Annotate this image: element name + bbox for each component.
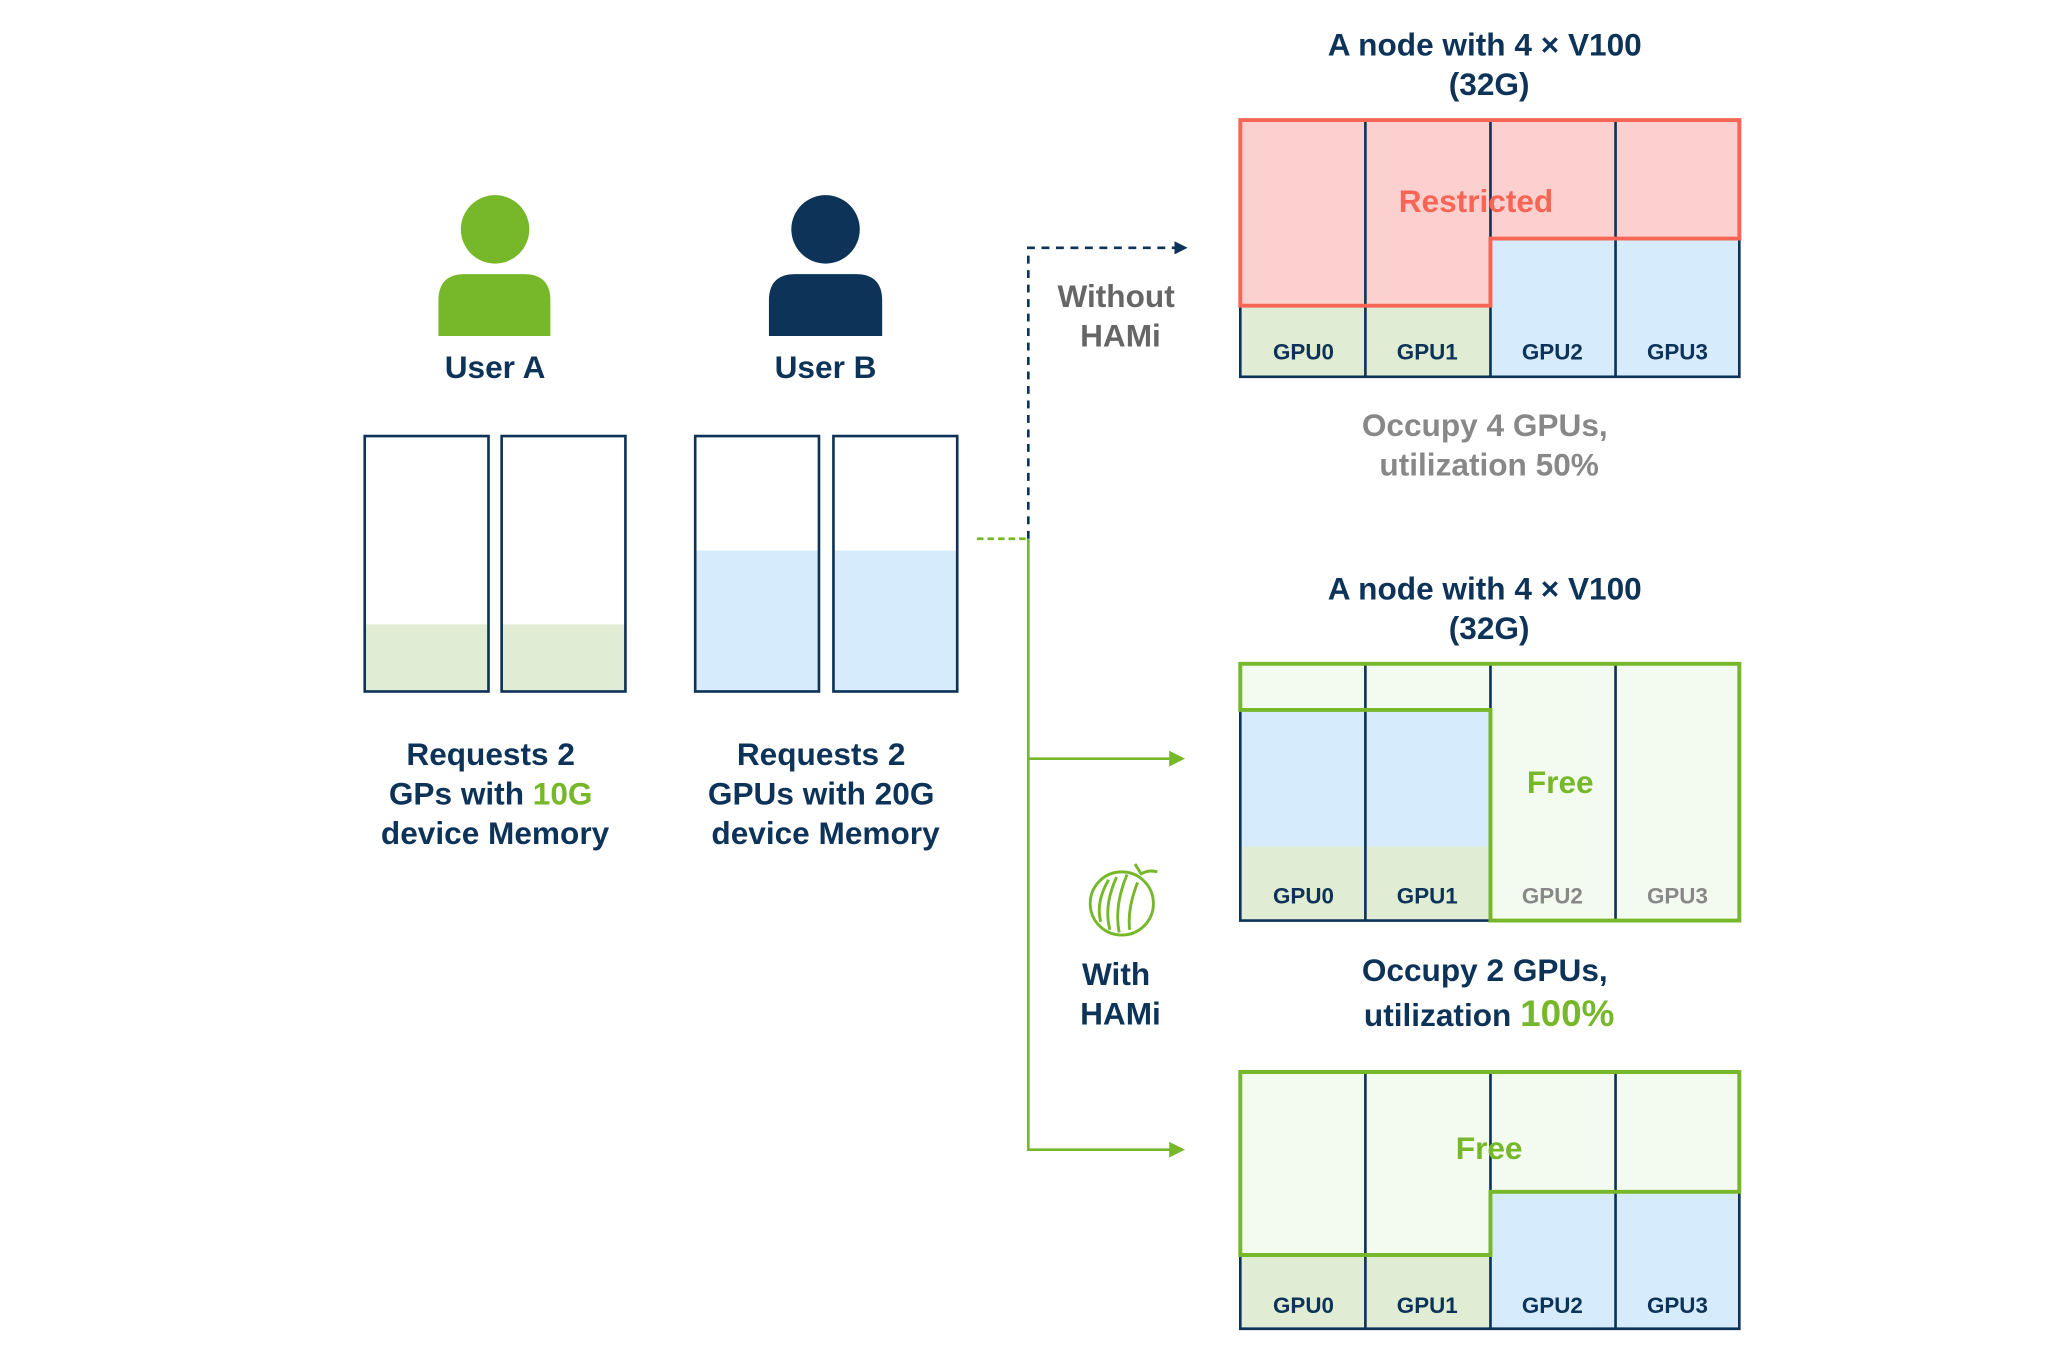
- user-label: User A: [445, 349, 546, 385]
- node-caption: Occupy 4 GPUs, utilization 50%: [1362, 407, 1617, 483]
- gpu-label: GPU0: [1273, 1293, 1334, 1318]
- free-region: [1238, 1070, 1742, 1257]
- gpu-label: GPU2: [1522, 1293, 1583, 1318]
- gpu-memory-bars: [693, 434, 959, 693]
- gpu-label: GPU2: [1522, 340, 1583, 365]
- hami-melon-icon: [1088, 863, 1158, 937]
- gpu-label: GPU0: [1273, 340, 1334, 365]
- free-label: Free: [1527, 764, 1594, 800]
- gpu-memory-bars: [363, 434, 627, 693]
- free-region: [1238, 661, 1742, 923]
- user-b: User B Requests 2 GPUs with 20G device M…: [693, 195, 959, 851]
- user-label: User B: [775, 349, 877, 385]
- user-a: User A Requests 2 GPs with 10G device Me…: [363, 195, 627, 851]
- gpu-label: GPU3: [1647, 340, 1708, 365]
- gpu-label: GPU3: [1647, 1293, 1708, 1318]
- user-icon: [768, 195, 883, 336]
- with-hami-label: With HAMi: [1080, 956, 1161, 1032]
- node-title: A node with 4 × V100 (32G): [1328, 27, 1651, 103]
- without-hami-label: Without HAMi: [1057, 278, 1183, 354]
- node-with-hami-b: Free GPU0 GPU1 GPU2 GPU3: [1238, 1070, 1742, 1331]
- gpu-label: GPU1: [1397, 883, 1458, 908]
- free-label: Free: [1456, 1130, 1523, 1166]
- gpu-label: GPU0: [1273, 883, 1334, 908]
- gpu-label: GPU2: [1522, 883, 1583, 908]
- node-with-hami-a: A node with 4 × V100 (32G) Free GPU0 GPU…: [1238, 570, 1742, 1034]
- restricted-label: Restricted: [1399, 183, 1554, 219]
- gpu-label: GPU1: [1397, 340, 1458, 365]
- gpu-label: GPU3: [1647, 883, 1708, 908]
- connectors: [976, 241, 1188, 1158]
- node-title: A node with 4 × V100 (32G): [1328, 570, 1651, 646]
- node-without-hami: A node with 4 × V100 (32G) Restricted GP…: [1238, 27, 1742, 483]
- node-caption: Occupy 2 GPUs, utilization 100%: [1362, 952, 1617, 1034]
- without-hami-arrow: [1027, 241, 1188, 539]
- gpu-label: GPU1: [1397, 1293, 1458, 1318]
- request-text: Requests 2 GPs with 10G device Memory: [381, 736, 610, 851]
- with-hami-arrow-bottom: [1027, 538, 1185, 1158]
- request-text: Requests 2 GPUs with 20G device Memory: [708, 736, 943, 851]
- restricted-region: [1238, 118, 1742, 308]
- user-icon: [438, 195, 551, 336]
